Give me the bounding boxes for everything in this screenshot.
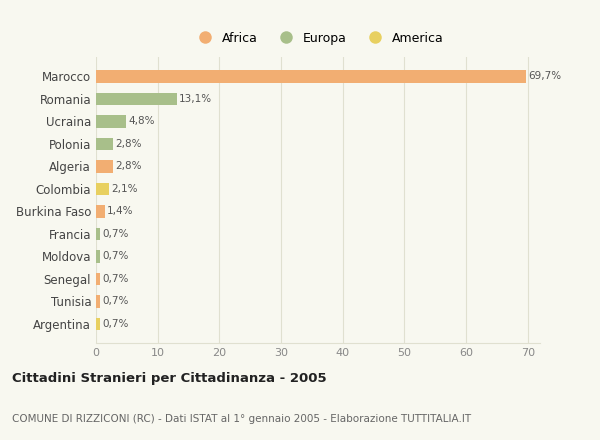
Bar <box>96 138 113 150</box>
Text: 2,8%: 2,8% <box>116 161 142 172</box>
Text: COMUNE DI RIZZICONI (RC) - Dati ISTAT al 1° gennaio 2005 - Elaborazione TUTTITAL: COMUNE DI RIZZICONI (RC) - Dati ISTAT al… <box>12 414 471 424</box>
Bar <box>96 205 104 218</box>
Bar <box>96 160 113 172</box>
Text: 0,7%: 0,7% <box>103 319 129 329</box>
Text: 2,8%: 2,8% <box>116 139 142 149</box>
Bar <box>96 115 125 128</box>
Text: 0,7%: 0,7% <box>103 297 129 307</box>
Bar <box>96 295 100 308</box>
Bar <box>96 70 526 83</box>
Bar <box>96 93 177 105</box>
Bar <box>96 318 100 330</box>
Legend: Africa, Europa, America: Africa, Europa, America <box>190 29 446 47</box>
Bar <box>96 183 109 195</box>
Bar <box>96 228 100 240</box>
Text: 0,7%: 0,7% <box>103 229 129 239</box>
Bar <box>96 273 100 285</box>
Text: 2,1%: 2,1% <box>112 184 138 194</box>
Text: 69,7%: 69,7% <box>528 71 562 81</box>
Text: 0,7%: 0,7% <box>103 274 129 284</box>
Text: 13,1%: 13,1% <box>179 94 212 104</box>
Text: 0,7%: 0,7% <box>103 252 129 261</box>
Bar <box>96 250 100 263</box>
Text: Cittadini Stranieri per Cittadinanza - 2005: Cittadini Stranieri per Cittadinanza - 2… <box>12 372 326 385</box>
Text: 4,8%: 4,8% <box>128 117 155 126</box>
Text: 1,4%: 1,4% <box>107 206 134 216</box>
